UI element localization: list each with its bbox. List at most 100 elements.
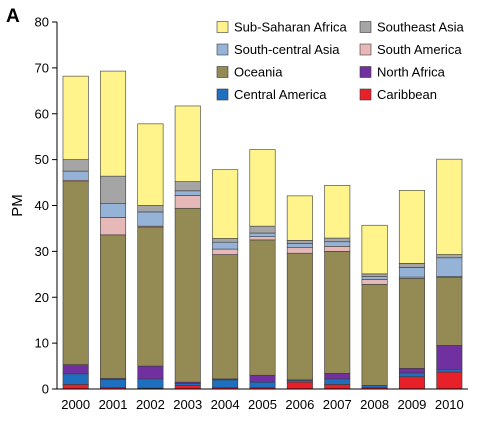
bar-segment-south-central-asia-2007: [324, 241, 351, 247]
bar-segment-central-america-2004: [212, 379, 239, 388]
legend-swatch: [359, 43, 372, 56]
legend-label: Caribbean: [377, 87, 437, 102]
bar-segment-north-africa-2005: [249, 374, 276, 383]
bar-segment-oceania-2003: [174, 207, 201, 383]
bar-segment-south-america-2001: [100, 217, 127, 236]
y-tick-label: 20: [35, 290, 49, 305]
bar-segment-oceania-2002: [137, 226, 164, 367]
bar-segment-south-america-2008: [361, 279, 388, 285]
bar-segment-south-america-2005: [249, 236, 276, 241]
bar-segment-oceania-2004: [212, 254, 239, 380]
y-tick-label: 10: [35, 336, 49, 351]
bar-segment-south-central-asia-2010: [436, 257, 463, 277]
bar-segment-central-america-2009: [398, 372, 425, 377]
axes: [56, 22, 468, 390]
x-tick-label: 2009: [397, 397, 426, 412]
bar-segment-south-central-asia-2006: [286, 243, 313, 249]
bar-segment-oceania-2005: [249, 239, 276, 376]
y-tick-label: 60: [35, 106, 49, 121]
x-tick-label: 2007: [323, 397, 352, 412]
bar-segment-central-america-2010: [436, 368, 463, 373]
x-tick-label: 2003: [173, 397, 202, 412]
bar-segment-south-central-asia-2005: [249, 232, 276, 237]
bar-segment-south-central-asia-2002: [137, 211, 164, 227]
bar-segment-central-america-2002: [137, 378, 164, 389]
y-tick-label: 50: [35, 152, 49, 167]
bar-segment-north-africa-2007: [324, 373, 351, 380]
bar-segment-oceania-2009: [398, 278, 425, 369]
bar-segment-oceania-2010: [436, 277, 463, 346]
bar-segment-sub-saharan-africa-2010: [436, 158, 463, 255]
bar-segment-north-africa-2000: [62, 364, 89, 375]
bar-segment-sub-saharan-africa-2008: [361, 224, 388, 275]
bar-segment-sub-saharan-africa-2001: [100, 70, 127, 177]
legend-label: South America: [377, 42, 462, 57]
legend-label: Central America: [234, 87, 327, 102]
legend-swatch: [359, 21, 372, 33]
bar-segment-north-africa-2002: [137, 365, 164, 380]
bar-segment-south-america-2003: [174, 195, 201, 209]
x-tick-label: 2001: [99, 397, 128, 412]
x-tick-label: 2010: [435, 397, 464, 412]
bars-group: [62, 70, 463, 390]
bar-segment-south-central-asia-2000: [62, 170, 89, 181]
bar-segment-south-america-2007: [324, 246, 351, 252]
bar-segment-caribbean-2010: [436, 371, 463, 390]
bar-segment-south-central-asia-2008: [361, 276, 388, 280]
bar-segment-sub-saharan-africa-2009: [398, 190, 425, 264]
legend-label: North Africa: [377, 65, 446, 80]
bar-segment-sub-saharan-africa-2007: [324, 185, 351, 239]
legend-swatch: [216, 43, 229, 56]
bar-segment-southeast-asia-2003: [174, 181, 201, 192]
bar-segment-oceania-2006: [286, 252, 313, 381]
legend-swatch: [216, 88, 229, 101]
legend-label: South-central Asia: [234, 42, 340, 57]
legend-label: Southeast Asia: [377, 20, 464, 35]
bar-segment-oceania-2000: [62, 181, 89, 365]
bar-segment-southeast-asia-2010: [436, 254, 463, 259]
bar-segment-central-america-2001: [100, 379, 127, 388]
y-axis-ticks: 0 10 20 30 40 50 60 70 80: [35, 15, 57, 397]
bar-segment-central-america-2005: [249, 381, 276, 388]
bar-segment-oceania-2001: [100, 234, 127, 379]
legend-swatch: [216, 21, 229, 33]
bar-segment-southeast-asia-2009: [398, 263, 425, 268]
x-tick-label: 2004: [211, 397, 240, 412]
y-tick-label: 40: [35, 198, 49, 213]
bar-segment-central-america-2000: [62, 373, 89, 385]
bar-segment-southeast-asia-2007: [324, 237, 351, 243]
bar-segment-south-central-asia-2004: [212, 241, 239, 250]
bar-segment-south-america-2006: [286, 247, 313, 254]
bar-segment-north-africa-2009: [398, 368, 425, 374]
bar-segment-southeast-asia-2006: [286, 240, 313, 244]
bar-segment-oceania-2008: [361, 284, 388, 386]
bar-segment-sub-saharan-africa-2005: [249, 149, 276, 227]
bar-segment-south-central-asia-2009: [398, 267, 425, 278]
bar-segment-southeast-asia-2001: [100, 175, 127, 204]
legend-swatch: [216, 66, 229, 78]
bar-segment-southeast-asia-2004: [212, 238, 239, 243]
bar-segment-sub-saharan-africa-2002: [137, 123, 164, 206]
y-axis-title: PM: [9, 194, 26, 217]
bar-segment-southeast-asia-2000: [62, 159, 89, 172]
bar-segment-south-central-asia-2001: [100, 203, 127, 218]
bar-segment-south-america-2004: [212, 248, 239, 255]
y-tick-label: 0: [42, 382, 49, 397]
bar-segment-south-central-asia-2003: [174, 190, 201, 196]
bar-segment-caribbean-2009: [398, 376, 425, 390]
legend-swatch: [359, 66, 372, 78]
bar-segment-sub-saharan-africa-2006: [286, 195, 313, 241]
x-tick-label: 2002: [136, 397, 165, 412]
legend-swatch: [359, 88, 372, 101]
bar-segment-southeast-asia-2002: [137, 205, 164, 213]
bar-segment-central-america-2007: [324, 378, 351, 385]
bar-segment-caribbean-2000: [62, 384, 89, 390]
x-tick-label: 2000: [61, 397, 90, 412]
bar-segment-north-africa-2010: [436, 345, 463, 370]
x-tick-label: 2006: [285, 397, 314, 412]
bar-segment-sub-saharan-africa-2003: [174, 105, 201, 182]
legend-label: Oceania: [234, 65, 283, 80]
bar-segment-caribbean-2007: [324, 384, 351, 390]
bar-segment-southeast-asia-2008: [361, 273, 388, 277]
bar-segment-caribbean-2006: [286, 381, 313, 390]
